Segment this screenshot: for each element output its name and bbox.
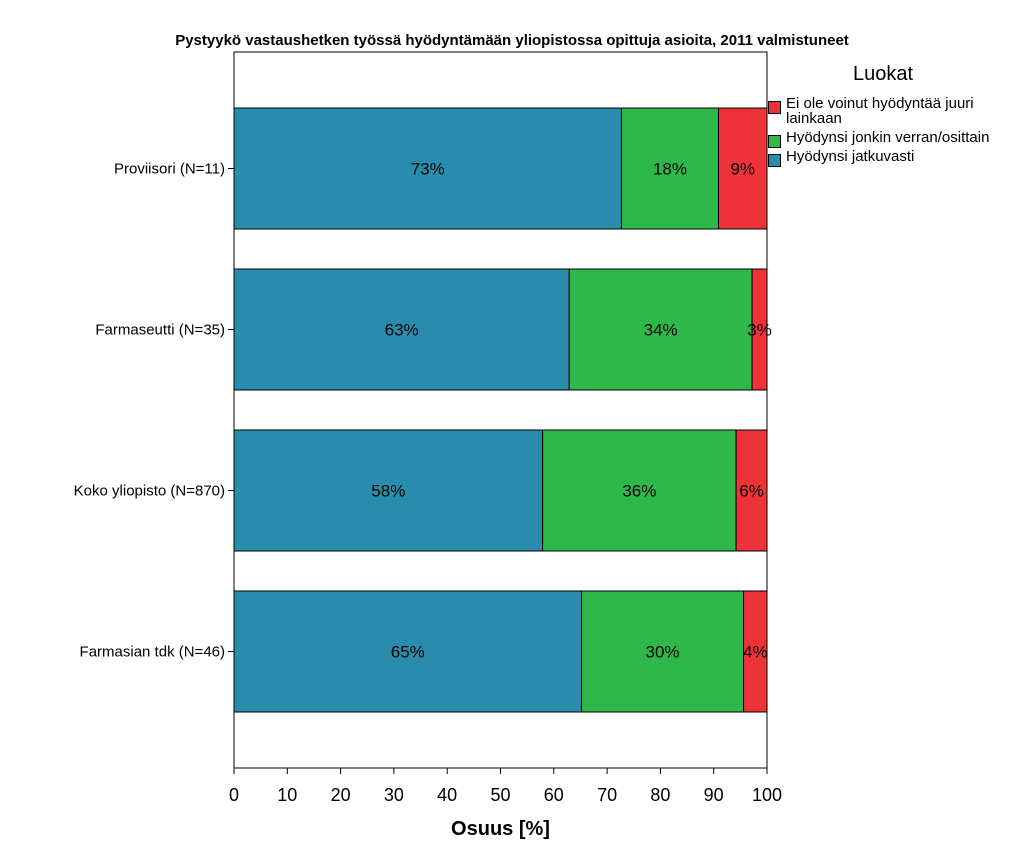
bar-segment xyxy=(743,590,768,713)
data-label: 30% xyxy=(646,643,680,662)
y-tick-label: Farmaseutti (N=35) xyxy=(95,322,225,339)
bar-segment xyxy=(735,429,768,552)
legend-label: Ei ole voinut hyödyntää juuri lainkaan xyxy=(786,95,974,127)
bar-segment xyxy=(233,107,622,230)
bar-segment xyxy=(620,107,719,230)
bar-segment xyxy=(233,268,570,391)
data-label: 6% xyxy=(739,482,764,501)
data-label: 18% xyxy=(653,160,687,179)
x-tick-label: 60 xyxy=(544,785,564,805)
data-label: 58% xyxy=(371,482,405,501)
data-label: 4% xyxy=(743,643,768,662)
x-tick-label: 40 xyxy=(437,785,457,805)
legend-label: Hyödynsi jonkin verran/osittain xyxy=(786,129,990,146)
legend-swatch xyxy=(768,154,781,167)
x-tick-label: 70 xyxy=(597,785,617,805)
bar-segment xyxy=(233,429,544,552)
legend-title: Luokat xyxy=(853,63,914,85)
bar-segment xyxy=(581,590,745,713)
data-label: 63% xyxy=(385,321,419,340)
legend-item: Ei ole voinut hyödyntää juuri lainkaan xyxy=(768,96,1018,126)
x-tick-label: 30 xyxy=(384,785,404,805)
legend: Ei ole voinut hyödyntää juuri lainkaan H… xyxy=(768,96,1018,168)
legend-swatch xyxy=(768,101,781,114)
x-axis-label: Osuus [%] xyxy=(451,818,550,840)
bar-segment xyxy=(568,268,753,391)
bar-segment xyxy=(542,429,737,552)
chart-title: Pystyykö vastaushetken työssä hyödyntämä… xyxy=(175,32,849,49)
data-label: 9% xyxy=(730,160,755,179)
legend-item: Hyödynsi jatkuvasti xyxy=(768,148,1018,167)
x-tick-label: 80 xyxy=(650,785,670,805)
x-tick-label: 90 xyxy=(704,785,724,805)
legend-item: Hyödynsi jonkin verran/osittain xyxy=(768,129,1018,148)
data-label: 36% xyxy=(622,482,656,501)
x-tick-label: 20 xyxy=(331,785,351,805)
x-tick-label: 100 xyxy=(752,785,782,805)
y-tick-label: Farmasian tdk (N=46) xyxy=(80,644,225,661)
data-label: 65% xyxy=(391,643,425,662)
legend-label: Hyödynsi jatkuvasti xyxy=(786,148,915,165)
x-tick-label: 10 xyxy=(277,785,297,805)
data-label: 34% xyxy=(644,321,678,340)
x-tick-label: 0 xyxy=(229,785,239,805)
y-tick-label: Proviisori (N=11) xyxy=(114,161,225,178)
bar-segment xyxy=(751,268,768,391)
data-label: 3% xyxy=(747,321,772,340)
data-label: 73% xyxy=(411,160,445,179)
bar-segment xyxy=(717,107,768,230)
legend-swatch xyxy=(768,135,781,148)
y-tick-label: Koko yliopisto (N=870) xyxy=(74,483,225,500)
x-tick-label: 50 xyxy=(490,785,510,805)
